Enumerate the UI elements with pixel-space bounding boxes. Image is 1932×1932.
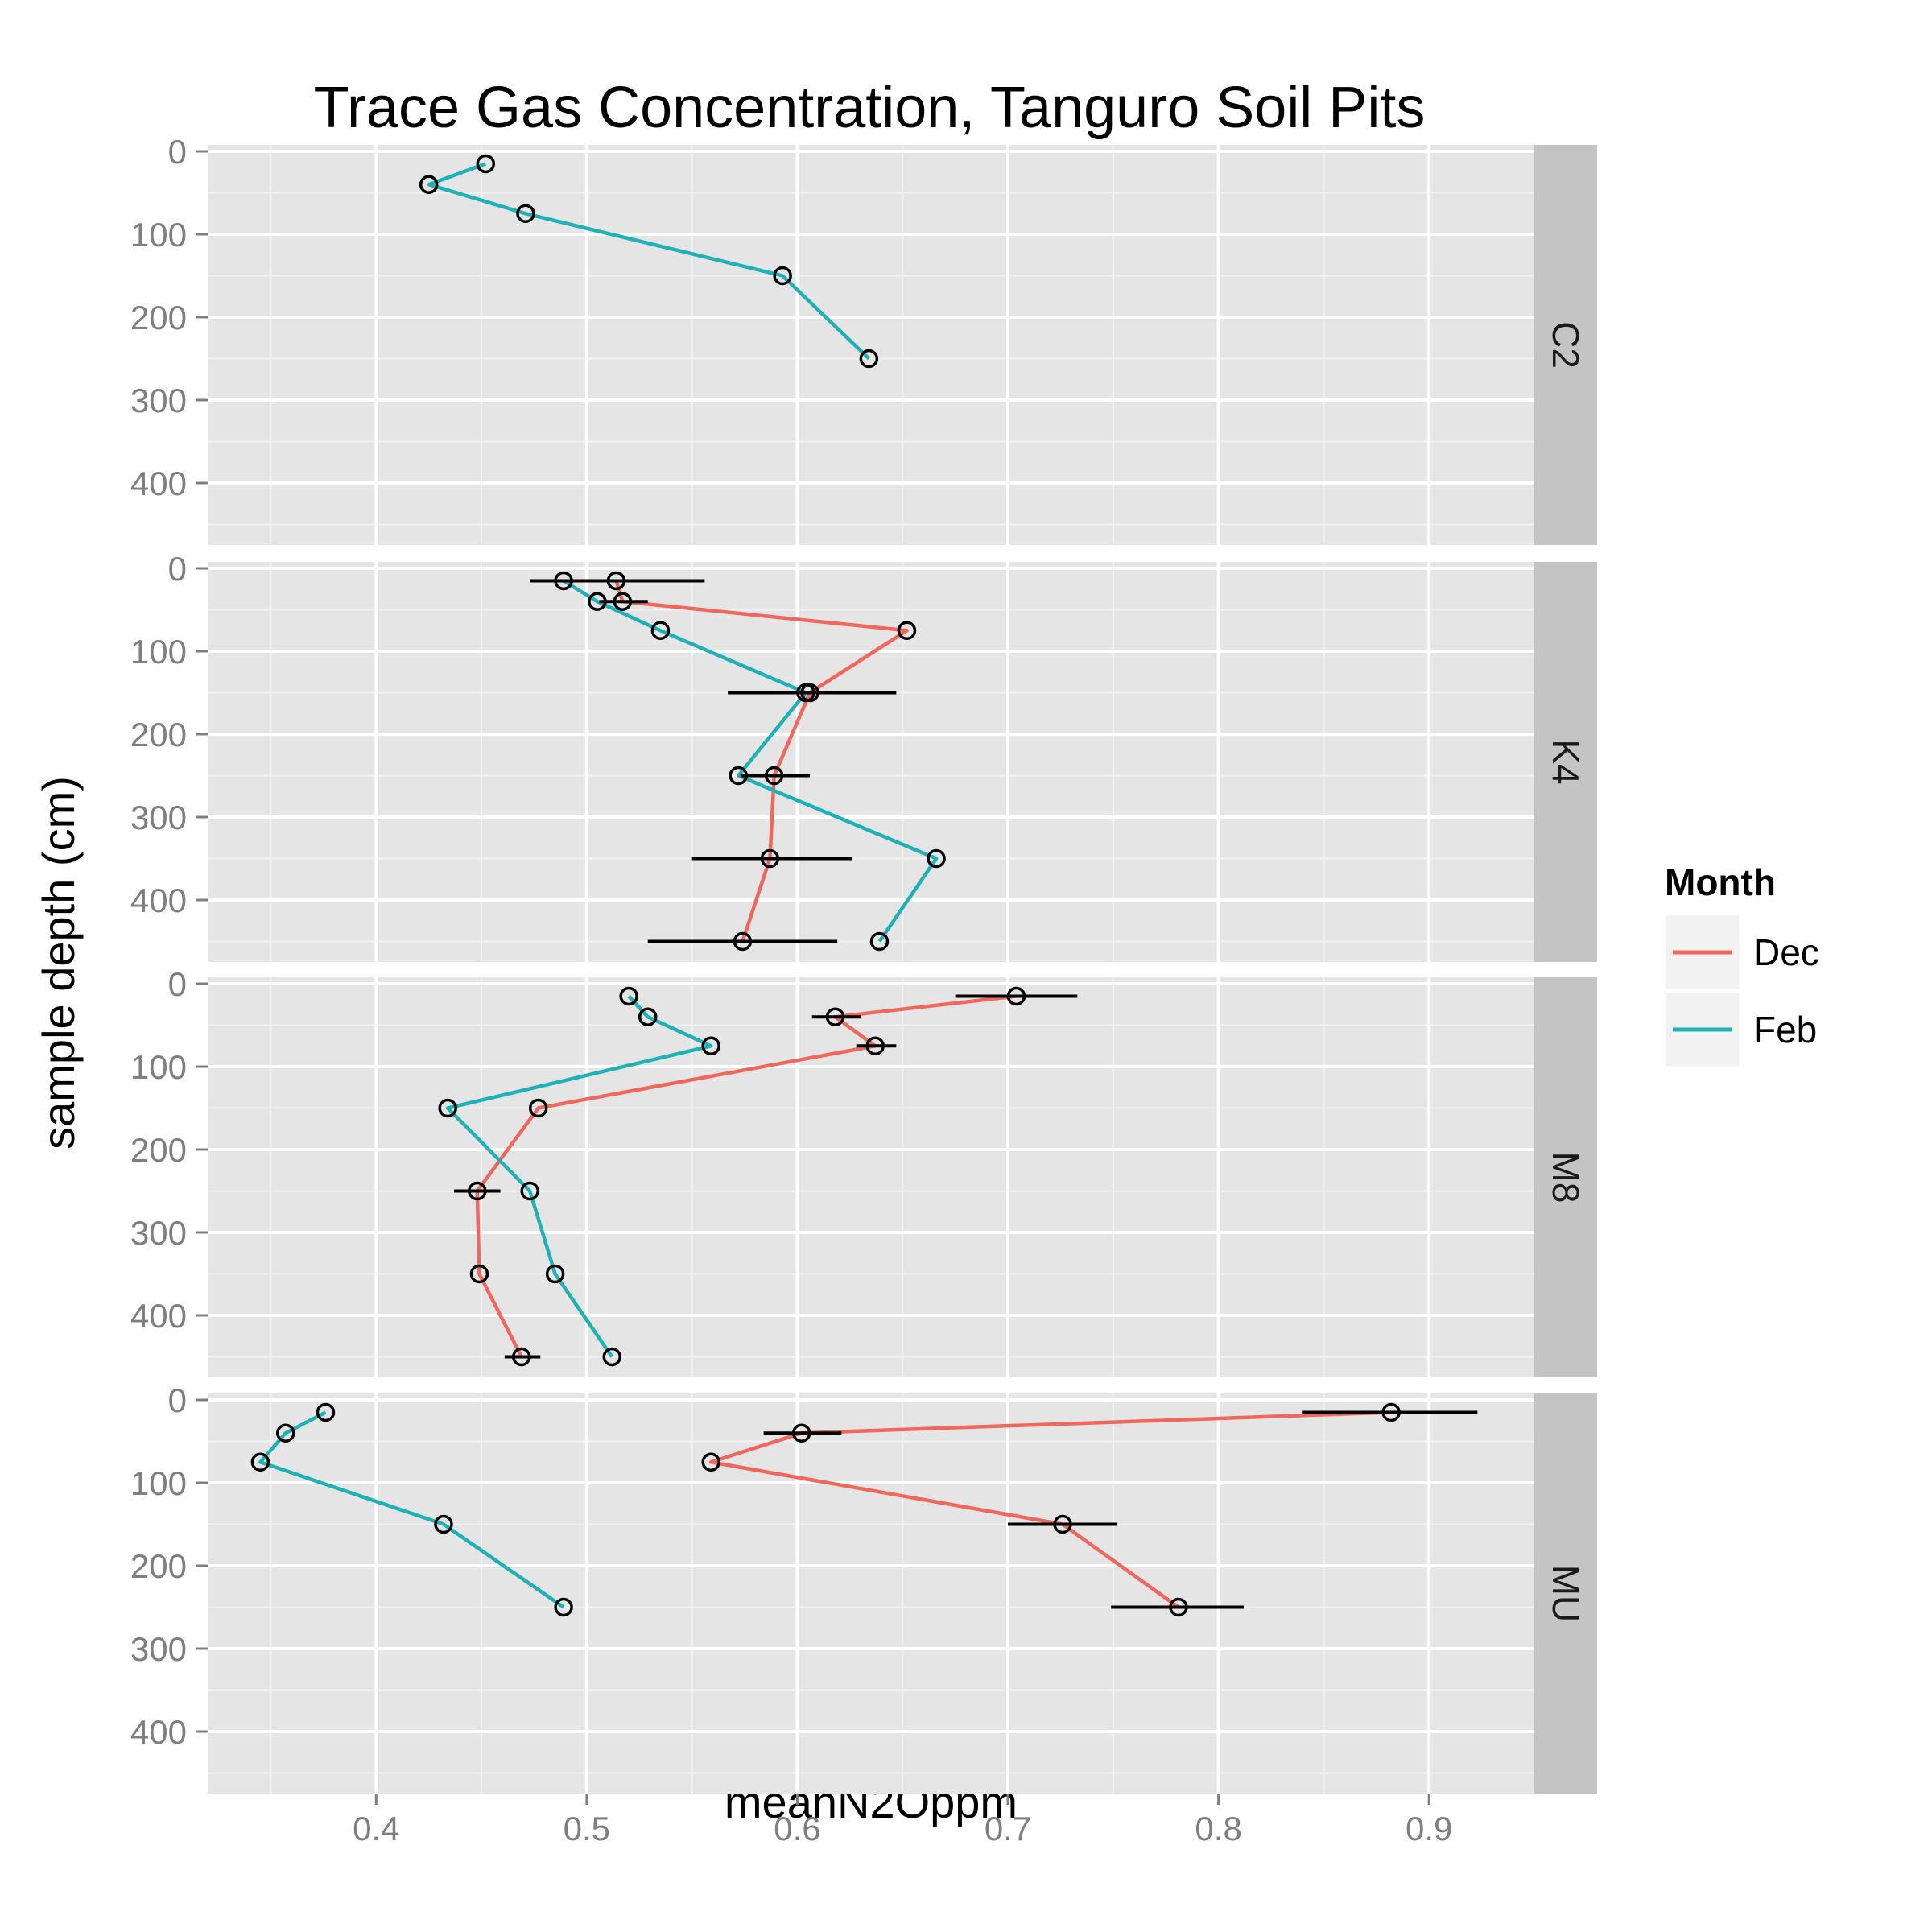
facet-strip (1534, 145, 1597, 545)
data-point-feb (859, 349, 879, 369)
panel-background (208, 562, 1534, 962)
data-point-feb (250, 1452, 270, 1472)
x-axis: 0.4 0.5 0.6 0.7 0.8 0.9 (353, 1794, 1452, 1847)
legend-label: Dec (1753, 931, 1819, 973)
y-tick-label: 300 (130, 1214, 187, 1252)
y-tick-label: 400 (130, 464, 187, 502)
y-tick-label: 400 (130, 1297, 187, 1335)
y-tick-label: 100 (130, 1464, 187, 1502)
chart-title: Trace Gas Concentration, Tanguro Soil Pi… (314, 76, 1426, 140)
data-point-dec (760, 848, 780, 869)
data-point-dec (825, 1007, 845, 1026)
y-tick-label: 200 (130, 1547, 187, 1585)
facet-strip-label: K4 (1545, 739, 1587, 784)
panels-layer: 0 100 200 300 400 C2 0 100 200 300 400 K4 0 100 200 300… (130, 133, 1597, 1794)
y-tick-label: 100 (130, 1048, 187, 1086)
data-point-feb (619, 986, 638, 1006)
panel-k4: 0 100 200 300 400 K4 (130, 550, 1597, 962)
data-point-dec (469, 1264, 489, 1284)
data-point-dec (701, 1452, 720, 1472)
data-point-feb (516, 204, 535, 223)
legend: Month Dec Feb (1663, 861, 1819, 1069)
x-tick-label: 0.9 (1406, 1810, 1452, 1847)
data-point-feb (554, 1597, 573, 1617)
y-tick-label: 0 (168, 550, 187, 588)
y-tick-label: 300 (130, 799, 187, 836)
legend-label: Feb (1753, 1009, 1817, 1051)
data-point-dec (468, 1181, 487, 1201)
data-point-dec (512, 1347, 531, 1367)
x-tick-label: 0.7 (985, 1810, 1031, 1847)
y-tick-label: 0 (168, 133, 187, 171)
data-point-feb (602, 1347, 621, 1367)
x-tick-label: 0.4 (353, 1810, 399, 1847)
panel-background (208, 145, 1534, 545)
data-point-dec (613, 592, 633, 611)
series-line-dec (708, 1410, 1392, 1609)
series-line-feb (427, 162, 870, 361)
data-point-feb (438, 1098, 457, 1118)
y-tick-label: 200 (130, 716, 187, 753)
data-point-dec (1381, 1402, 1401, 1422)
facet-strip-label: MU (1545, 1565, 1587, 1623)
legend-title: Month (1665, 861, 1776, 903)
panel-background (208, 1393, 1534, 1794)
series-line-feb (445, 994, 713, 1358)
facet-strip (1534, 977, 1597, 1377)
y-tick-label: 400 (130, 1713, 187, 1751)
data-point-feb (588, 592, 607, 611)
data-point-feb (554, 571, 573, 591)
data-point-feb (869, 931, 890, 952)
y-axis-title: sample depth (cm) (33, 776, 84, 1150)
y-tick-label: 200 (130, 299, 187, 336)
data-point-dec (606, 571, 626, 591)
y-tick-label: 300 (130, 1630, 187, 1668)
data-point-feb (701, 1036, 720, 1055)
y-tick-label: 0 (168, 1381, 187, 1419)
data-point-feb (773, 266, 792, 286)
facet-strip (1534, 562, 1597, 962)
facet-strip-label: C2 (1545, 321, 1587, 369)
y-tick-label: 0 (168, 965, 187, 1003)
data-point-dec (733, 931, 753, 952)
data-point-feb (434, 1514, 453, 1534)
y-tick-label: 200 (130, 1131, 187, 1169)
data-point-dec (1006, 986, 1026, 1006)
x-tick-label: 0.8 (1195, 1810, 1241, 1847)
data-point-feb (419, 175, 439, 194)
data-point-feb (520, 1181, 539, 1201)
data-point-dec (1053, 1514, 1072, 1534)
data-point-feb (729, 766, 748, 786)
facet-strip-label: M8 (1545, 1152, 1587, 1203)
y-tick-label: 400 (130, 881, 187, 919)
x-tick-label: 0.5 (564, 1810, 610, 1847)
data-point-feb (476, 154, 496, 174)
data-point-feb (545, 1264, 565, 1284)
panel-m8: 0 100 200 300 400 M8 (130, 965, 1597, 1377)
panel-mu: 0 100 200 300 400 MU (130, 1381, 1597, 1794)
data-point-feb (638, 1007, 658, 1026)
data-point-dec (528, 1098, 548, 1118)
series-line-feb (258, 1410, 565, 1609)
facet-strip (1534, 1393, 1597, 1794)
data-point-feb (927, 848, 946, 869)
y-tick-label: 300 (130, 382, 187, 419)
data-point-feb (316, 1402, 336, 1422)
data-point-dec (897, 621, 917, 640)
x-tick-label: 0.6 (774, 1810, 820, 1847)
data-point-feb (796, 683, 815, 703)
data-point-dec (1169, 1597, 1188, 1617)
data-point-feb (276, 1423, 295, 1443)
panel-c2: 0 100 200 300 400 C2 (130, 133, 1597, 545)
data-point-dec (865, 1036, 885, 1055)
y-tick-label: 100 (130, 216, 187, 254)
data-point-feb (650, 621, 671, 640)
data-point-dec (791, 1423, 811, 1443)
y-tick-label: 100 (130, 633, 187, 671)
data-point-dec (764, 766, 784, 786)
panel-background (208, 977, 1534, 1377)
